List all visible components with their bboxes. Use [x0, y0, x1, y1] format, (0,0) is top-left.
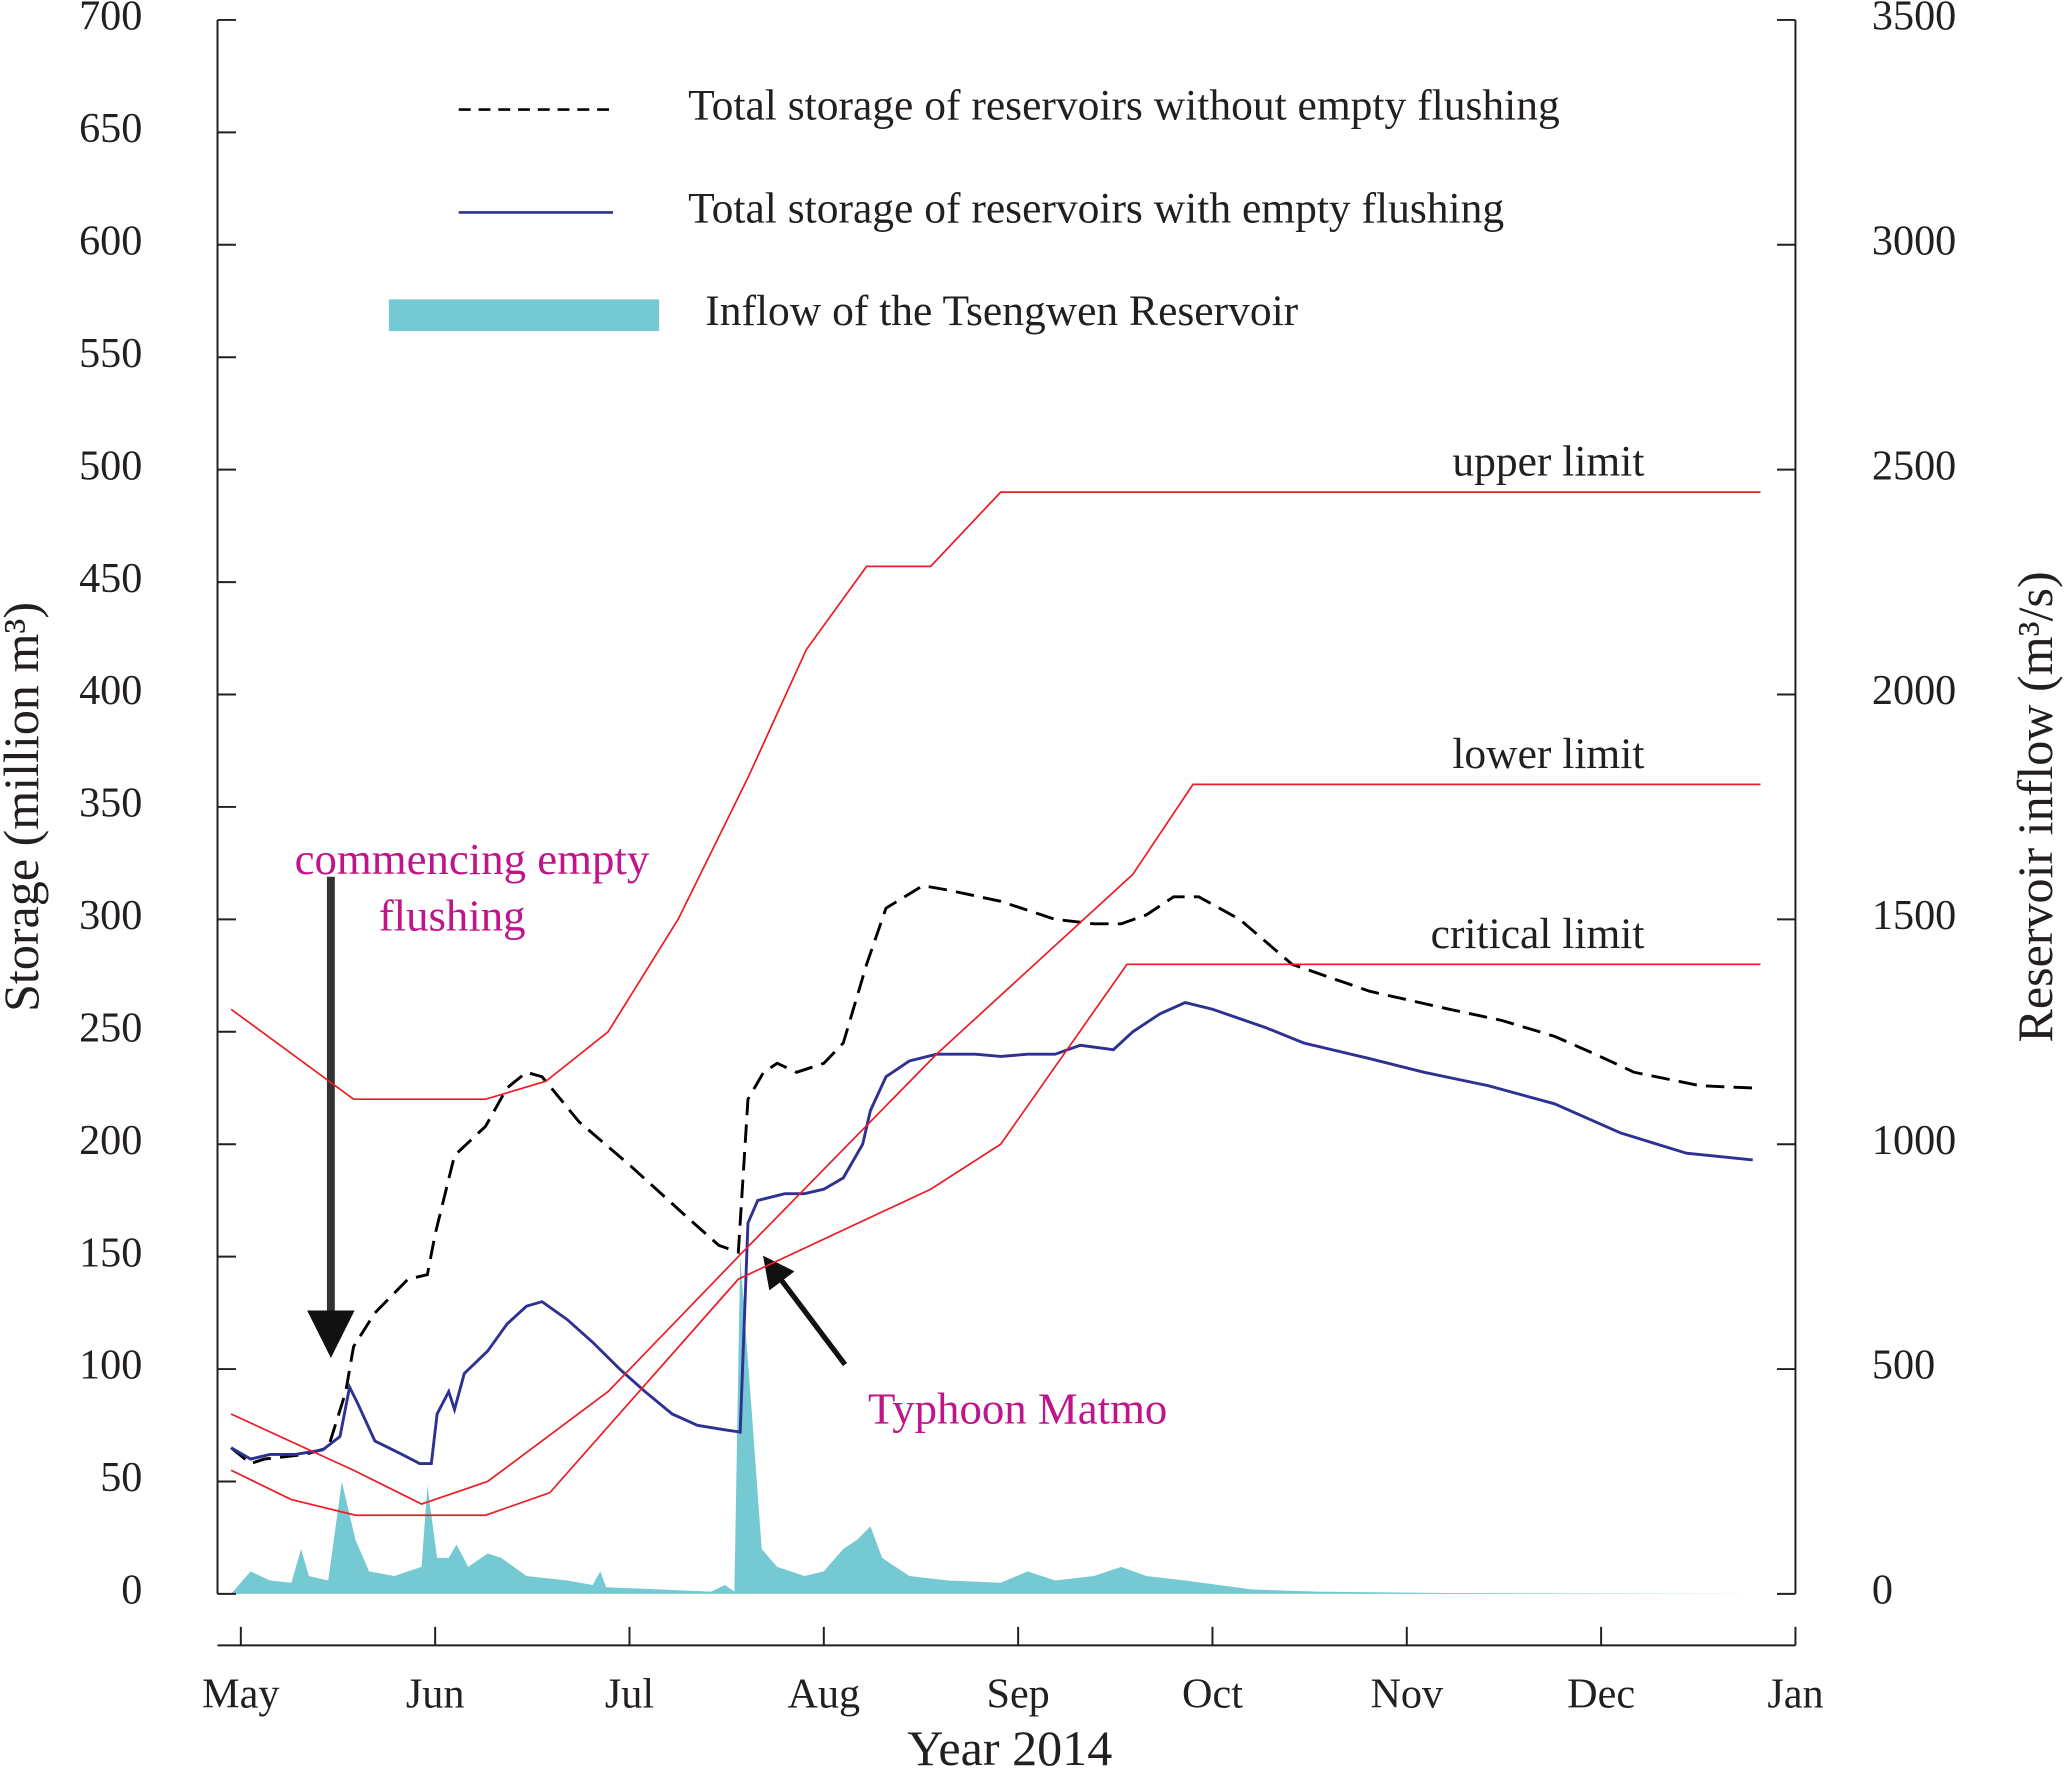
x-tick-label: Jan — [1767, 1671, 1823, 1718]
y-tick-label: 300 — [79, 892, 142, 939]
y-tick-label: 450 — [79, 555, 142, 602]
y2-tick-label: 1000 — [1872, 1117, 1956, 1164]
legend-label: Total storage of reservoirs with empty f… — [688, 184, 1504, 232]
y2-axis-title: Reservoir inflow (m³/s) — [2007, 571, 2063, 1042]
limit-label: critical limit — [1431, 910, 1645, 958]
x-tick-label: Sep — [987, 1671, 1050, 1718]
y-tick-label: 350 — [79, 780, 142, 827]
y-tick-label: 50 — [100, 1454, 142, 1501]
y-tick-label: 400 — [79, 667, 142, 714]
y-axis-title: Storage (million m³) — [0, 602, 49, 1012]
y2-tick-label: 1500 — [1872, 892, 1956, 939]
y2-tick-label: 3500 — [1872, 0, 1956, 40]
y-tick-label: 650 — [79, 105, 142, 152]
limit-line — [230, 963, 1761, 1517]
y-tick-label: 500 — [79, 442, 142, 489]
x-tick-label: Aug — [787, 1671, 860, 1718]
x-axis-title: Year 2014 — [907, 1720, 1112, 1776]
y-tick-label: 550 — [79, 330, 142, 377]
legend-label: Inflow of the Tsengwen Reservoir — [705, 287, 1298, 335]
x-tick-label: Nov — [1370, 1671, 1444, 1718]
legend-swatch — [388, 299, 660, 332]
limit-label: upper limit — [1452, 438, 1644, 486]
x-tick-label: Dec — [1567, 1671, 1635, 1718]
y-tick-label: 150 — [79, 1229, 142, 1276]
line — [230, 884, 1753, 1466]
annotation: flushing — [379, 891, 526, 941]
y2-tick-label: 500 — [1872, 1342, 1935, 1389]
legend-label: Total storage of reservoirs without empt… — [688, 82, 1560, 130]
x-tick-label: Oct — [1182, 1671, 1243, 1718]
annotation-arrow — [762, 1255, 848, 1367]
x-tick-label: Jun — [406, 1671, 465, 1718]
y2-tick-label: 2500 — [1872, 442, 1956, 489]
y-tick-label: 100 — [79, 1342, 142, 1389]
y-tick-label: 250 — [79, 1004, 142, 1051]
y2-tick-label: 3000 — [1872, 217, 1956, 264]
x-tick-label: Jul — [605, 1671, 654, 1718]
y-tick-label: 600 — [79, 217, 142, 264]
y-tick-label: 200 — [79, 1117, 142, 1164]
y2-tick-label: 0 — [1872, 1567, 1893, 1614]
annotation: Typhoon Matmo — [868, 1384, 1167, 1434]
annotation: commencing empty — [295, 834, 650, 884]
y2-tick-label: 2000 — [1872, 667, 1956, 714]
y-tick-label: 700 — [79, 0, 142, 40]
limit-line — [230, 491, 1761, 1101]
limit-label: lower limit — [1452, 730, 1644, 778]
limit-line — [230, 783, 1761, 1505]
line — [230, 1001, 1753, 1465]
y-tick-label: 0 — [121, 1567, 142, 1614]
x-tick-label: May — [202, 1671, 279, 1718]
